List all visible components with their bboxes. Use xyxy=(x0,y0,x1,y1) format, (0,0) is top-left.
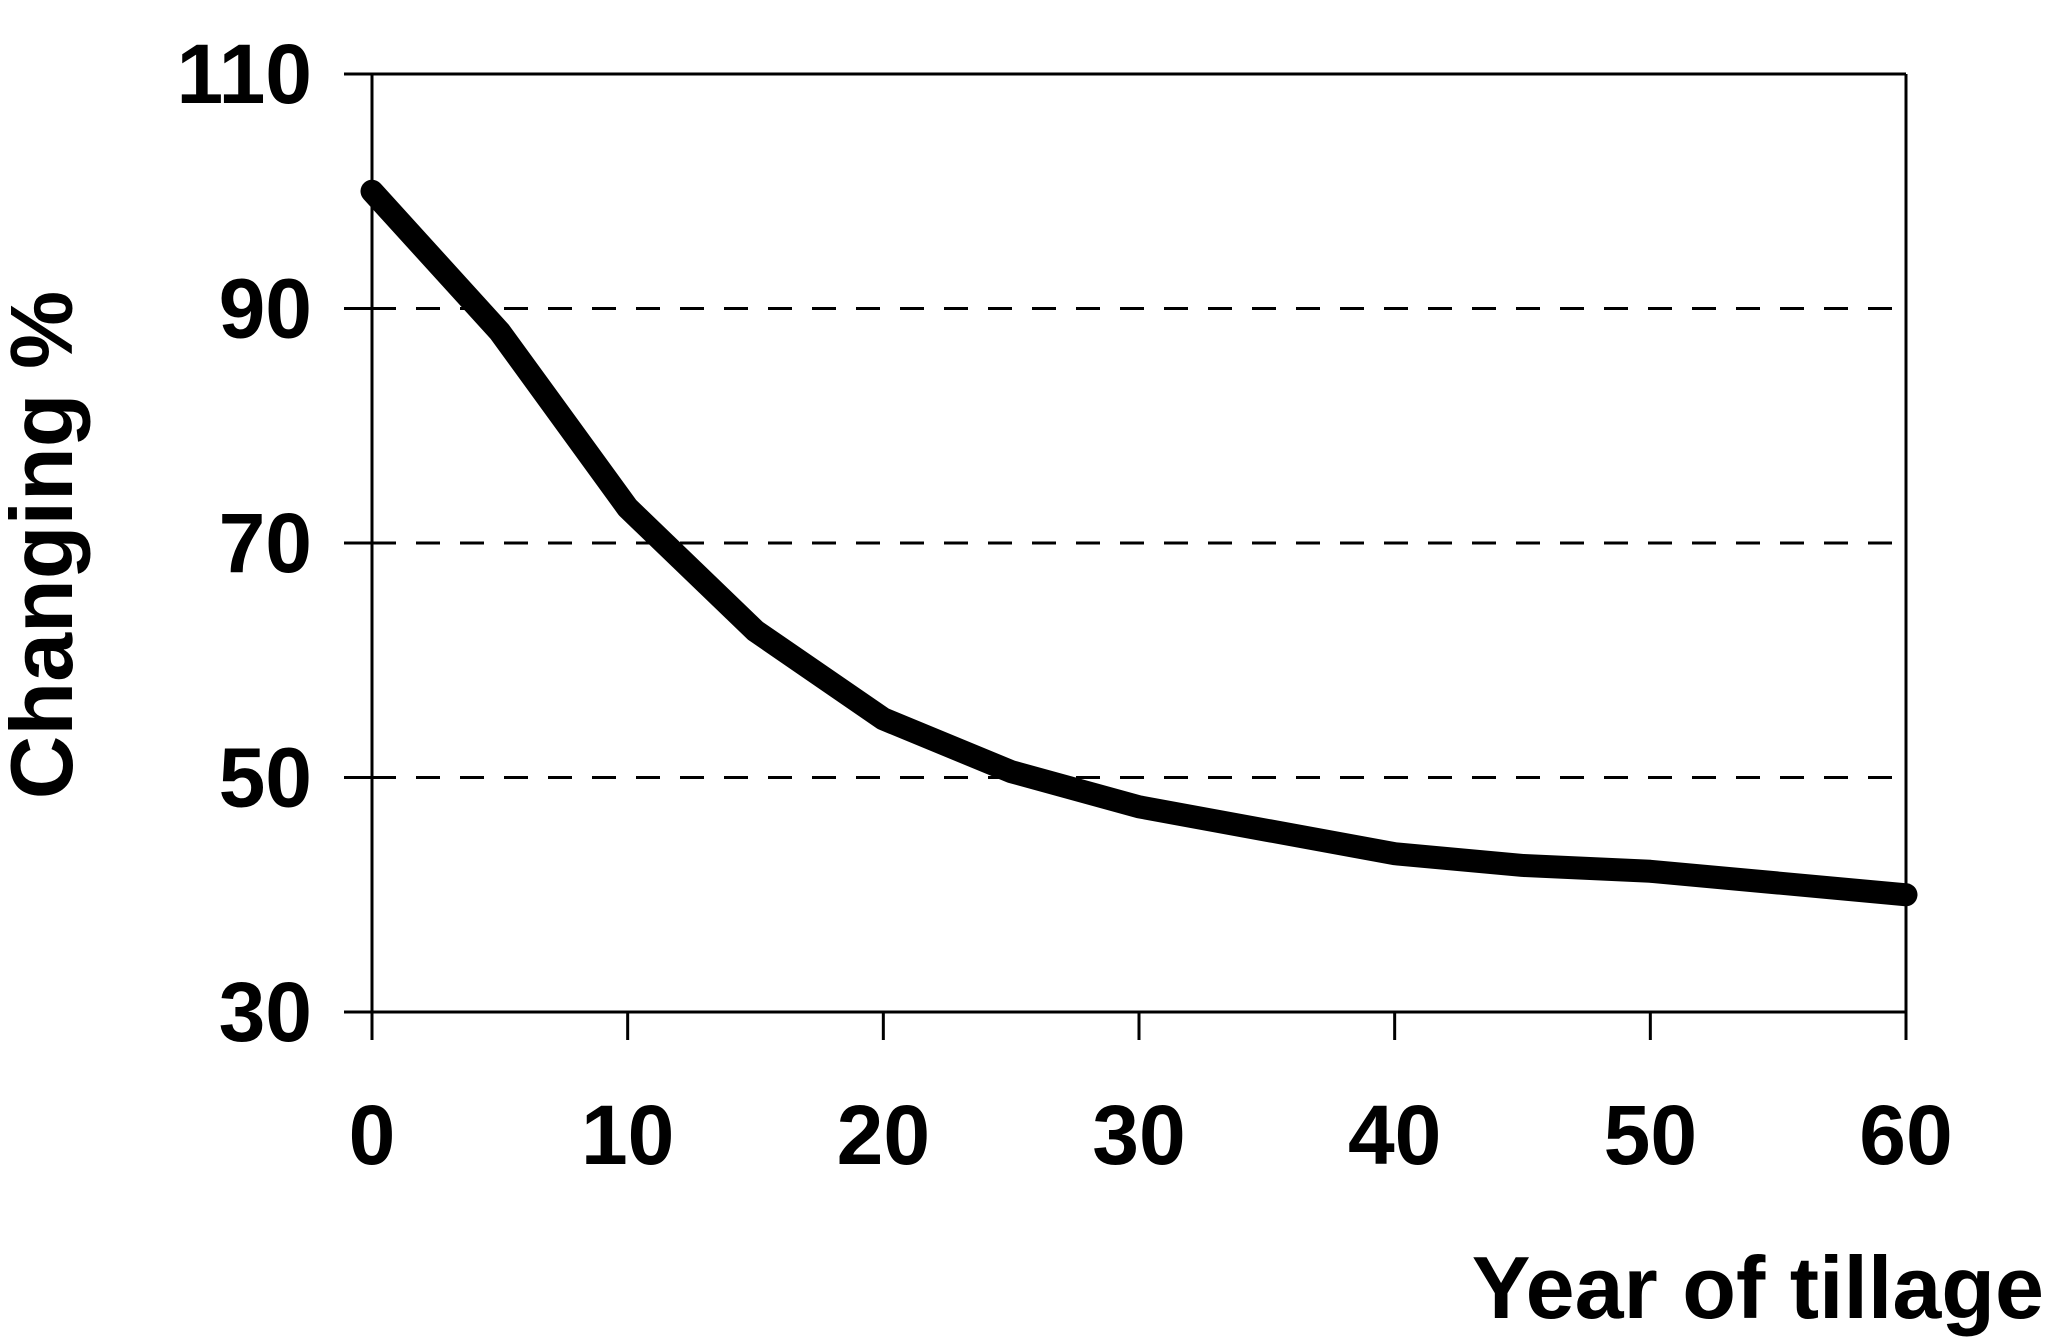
x-tick-label-30: 30 xyxy=(1092,1088,1185,1182)
y-tick-label-110: 110 xyxy=(176,27,312,121)
series-line-0 xyxy=(360,179,1918,907)
y-tick-label-50: 50 xyxy=(219,731,312,825)
axes xyxy=(370,72,1908,1040)
x-tick-label-40: 40 xyxy=(1348,1088,1441,1182)
gridlines xyxy=(372,307,1906,779)
tick-labels: 30 50 70 90 110 0 10 20 30 40 50 60 xyxy=(176,27,1952,1182)
y-tick-label-70: 70 xyxy=(219,496,312,590)
x-tick-label-50: 50 xyxy=(1604,1088,1697,1182)
x-tick-label-0: 0 xyxy=(349,1088,396,1182)
y-tick-label-90: 90 xyxy=(219,262,312,356)
data-series xyxy=(360,179,1918,907)
x-tick-label-10: 10 xyxy=(581,1088,674,1182)
x-axis-title: Year of tillage xyxy=(1472,1238,2044,1337)
tick-marks xyxy=(344,72,1908,1040)
x-tick-label-20: 20 xyxy=(837,1088,930,1182)
y-axis-title: Changing % xyxy=(0,291,91,799)
y-tick-label-30: 30 xyxy=(219,965,312,1059)
x-tick-label-60: 60 xyxy=(1859,1088,1952,1182)
